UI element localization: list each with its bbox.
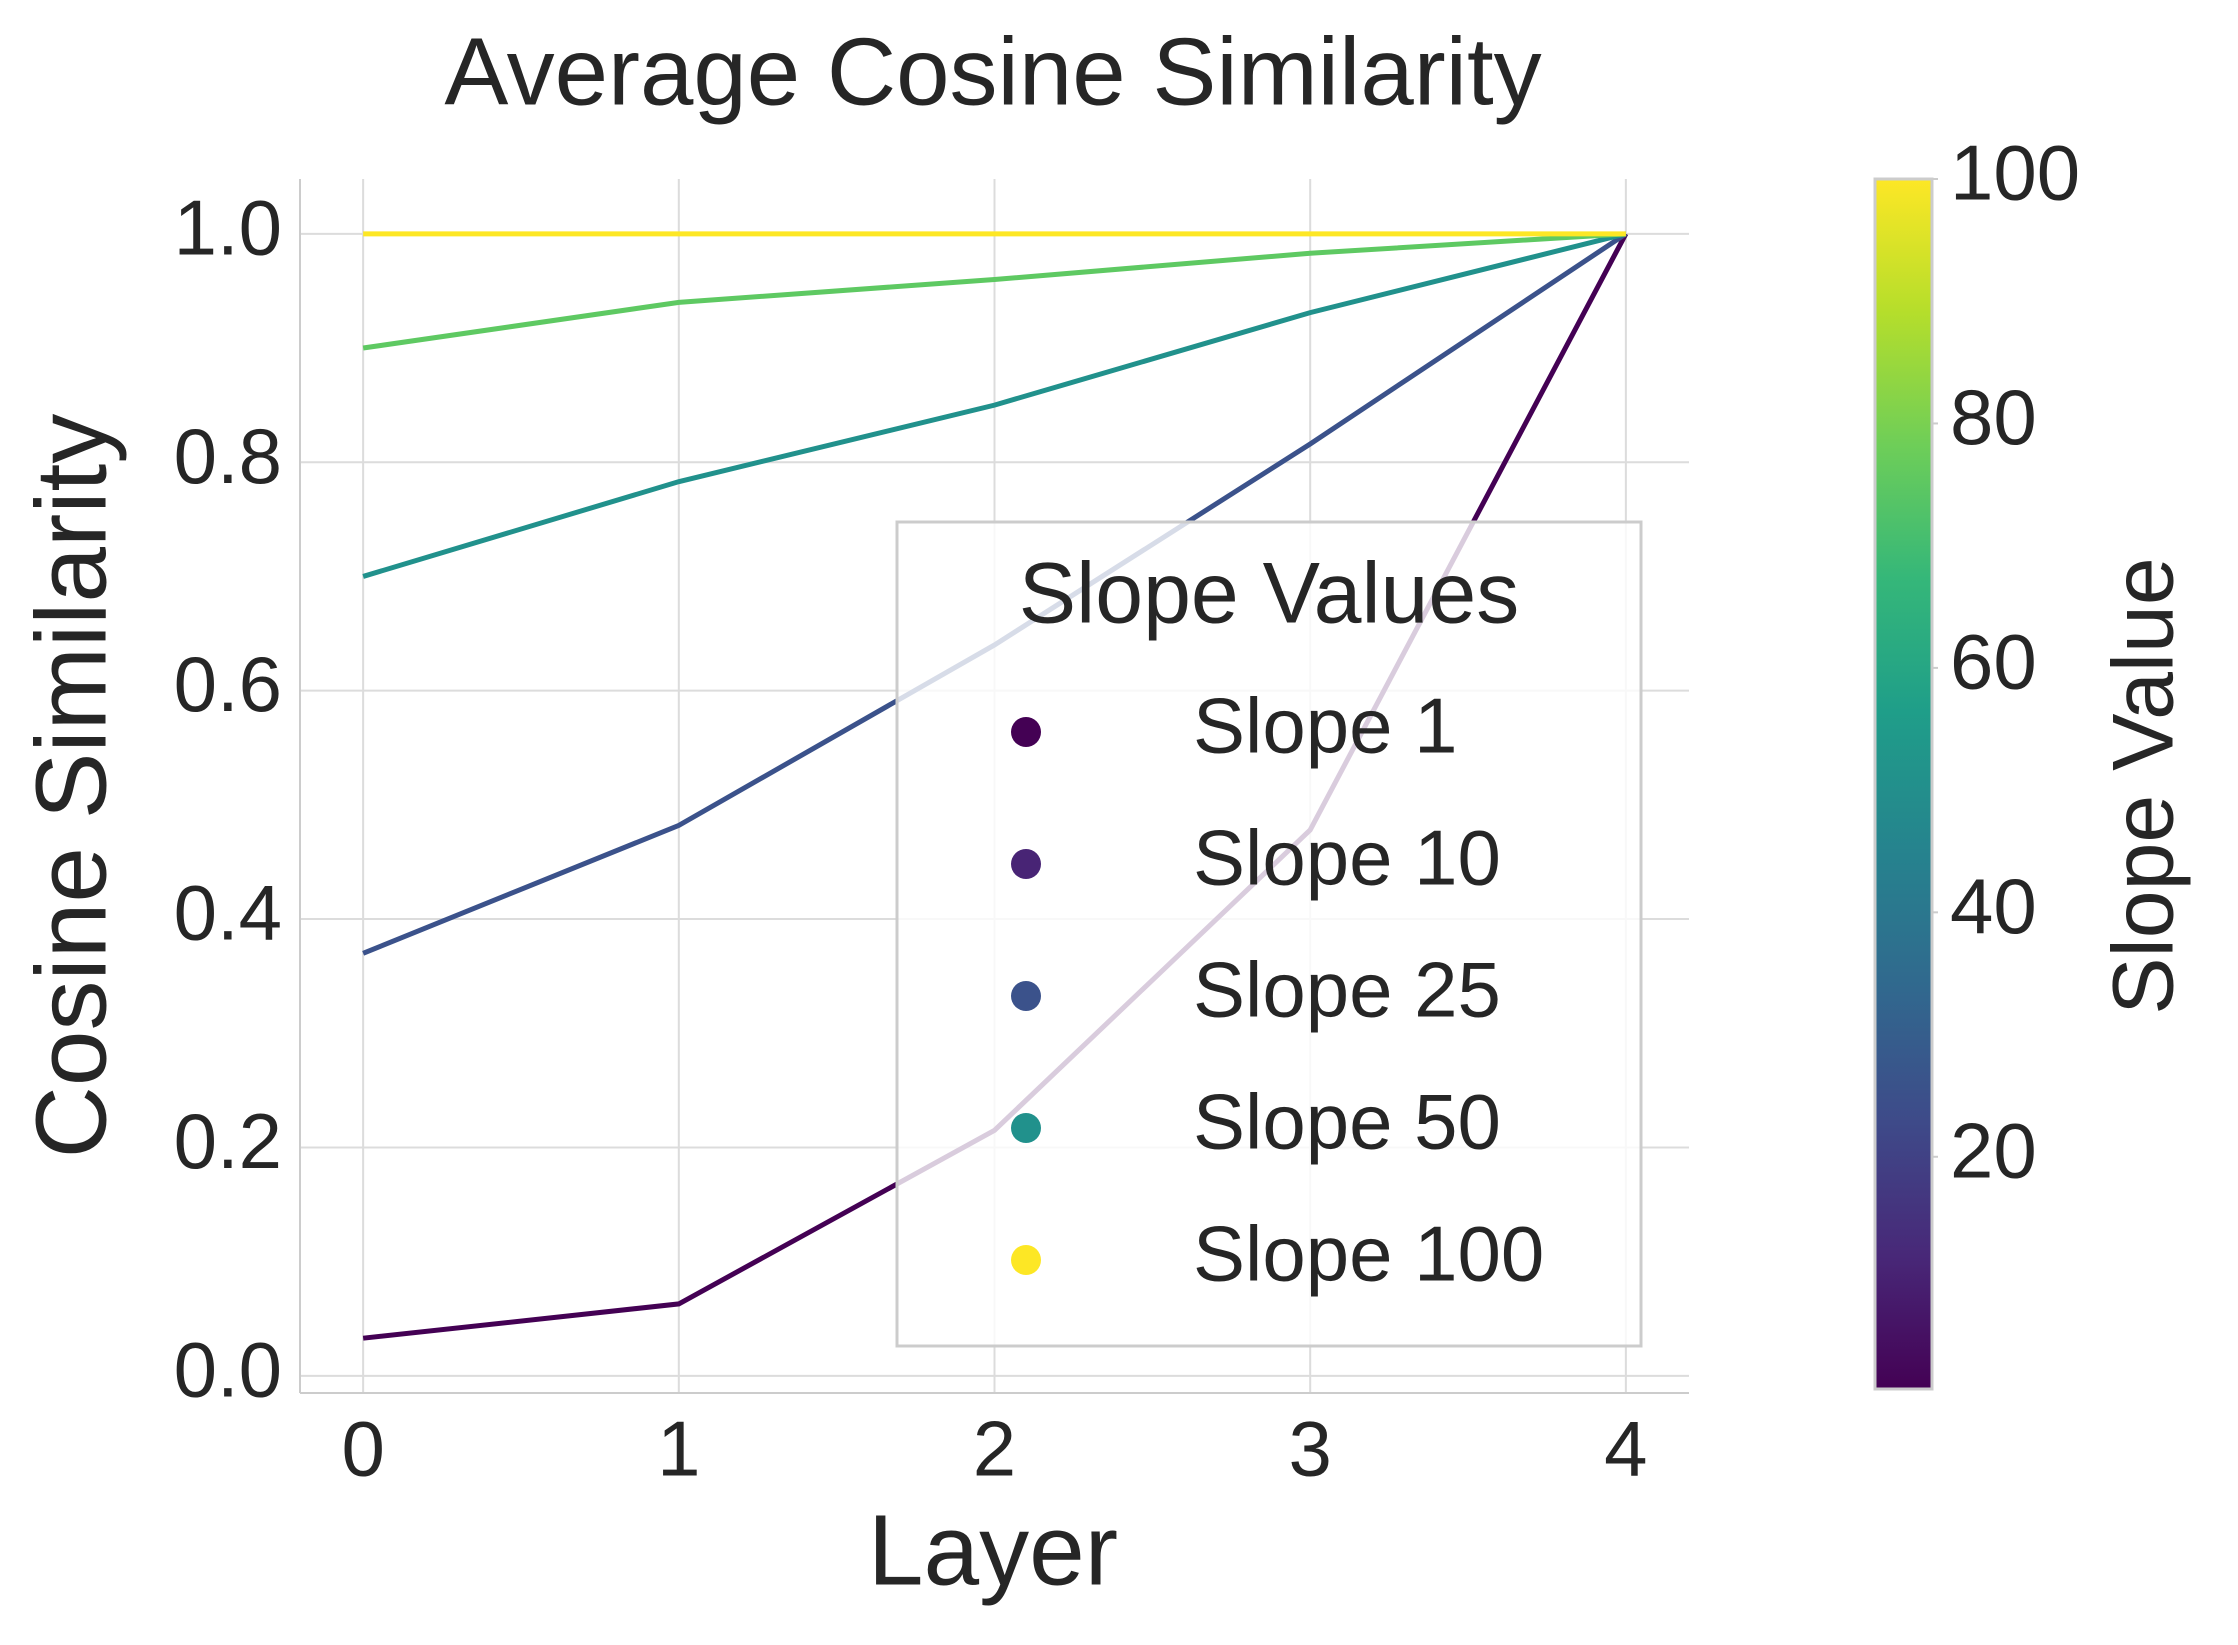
legend-title: Slope Values <box>1019 546 1519 642</box>
legend-marker <box>1011 717 1041 747</box>
chart-title: Average Cosine Similarity <box>444 18 1541 125</box>
data-line <box>362 231 1627 579</box>
x-axis-label: Layer <box>868 1494 1118 1606</box>
legend-label: Slope 1 <box>1193 682 1458 770</box>
legend-marker <box>1011 981 1041 1011</box>
x-tick-label: 3 <box>1288 1405 1331 1493</box>
y-tick-label: 0.8 <box>174 412 282 500</box>
legend-box <box>895 520 1643 1348</box>
legend-marker <box>1011 1113 1041 1143</box>
colorbar-tick-label: 100 <box>1950 129 2080 217</box>
legend-label: Slope 100 <box>1193 1210 1544 1298</box>
x-tick-label: 0 <box>341 1405 384 1493</box>
data-line <box>362 231 1627 351</box>
colorbar-label: Slope Value <box>2096 557 2192 1014</box>
colorbar-tick-label: 40 <box>1950 862 2037 950</box>
y-tick-label: 0.4 <box>174 869 282 957</box>
x-tick-label: 1 <box>657 1405 700 1493</box>
legend-marker <box>1011 1245 1041 1275</box>
legend-marker <box>1011 849 1041 879</box>
y-tick-label: 0.6 <box>174 640 282 728</box>
y-axis-label: Cosine Similarity <box>15 414 127 1159</box>
colorbar-tick-label: 20 <box>1950 1106 2037 1194</box>
y-tick-label: 0.2 <box>174 1097 282 1185</box>
colorbar <box>1873 177 1934 1391</box>
colorbar-tick-label: 60 <box>1950 617 2037 705</box>
legend-label: Slope 10 <box>1193 814 1501 902</box>
colorbar-tick-label: 80 <box>1950 373 2037 461</box>
x-tick-label: 4 <box>1604 1405 1647 1493</box>
x-tick-label: 2 <box>973 1405 1016 1493</box>
legend-label: Slope 50 <box>1193 1078 1501 1166</box>
y-tick-label: 1.0 <box>174 183 282 271</box>
legend-label: Slope 25 <box>1193 946 1501 1034</box>
y-tick-label: 0.0 <box>174 1325 282 1413</box>
